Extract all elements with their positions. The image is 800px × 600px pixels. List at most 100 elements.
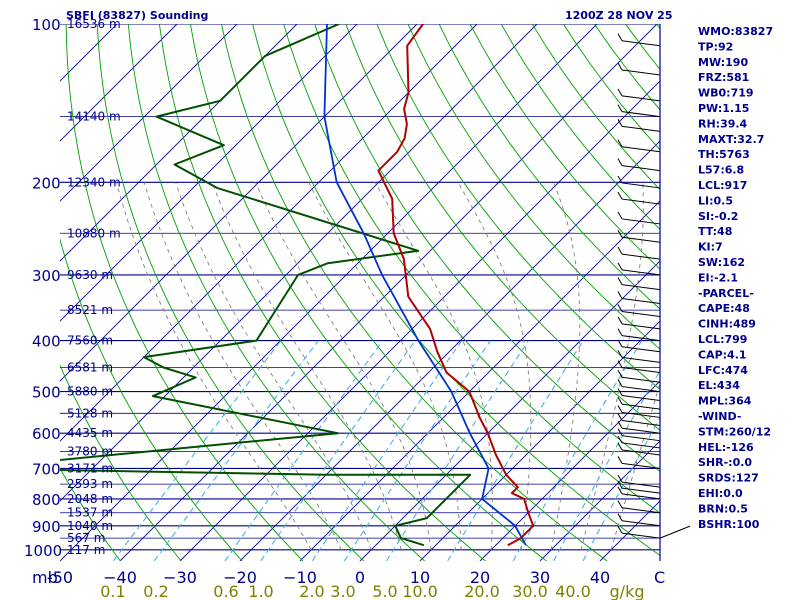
height-label: 567 m (67, 531, 105, 545)
sounding-index: -PARCEL- (698, 287, 754, 300)
pressure-label: 600 (32, 425, 61, 443)
isotherm-line (119, 24, 658, 561)
wind-barb-feather (617, 246, 623, 255)
wind-barb-feather (617, 262, 623, 271)
moist-adiabat (550, 182, 581, 551)
wind-barb (621, 449, 661, 456)
temp-unit-label: C (654, 568, 665, 587)
dry-adiabat (252, 24, 660, 556)
wind-barb-feather (617, 396, 623, 405)
wind-barb-feather (617, 500, 623, 508)
sounding-index: WMO:83827 (698, 25, 773, 38)
height-label: 6581 m (67, 360, 113, 374)
mixing-ratio-label: 30.0 (512, 582, 548, 600)
height-label: 5880 m (67, 385, 113, 399)
mixing-ratio-label: 0.2 (143, 582, 168, 600)
temp-tick-label: 30 (530, 568, 550, 587)
wind-barb-feather (617, 328, 623, 336)
temp-tick-label: −30 (163, 568, 197, 587)
sounding-index: SW:162 (698, 256, 745, 269)
sounding-index: MW:190 (698, 56, 748, 69)
wind-barb-feather (617, 175, 623, 184)
mixing-ratio-line (224, 340, 384, 561)
wind-barb (621, 335, 661, 342)
wind-barb (621, 236, 661, 243)
sounding-index: TT:48 (698, 225, 732, 238)
wind-barb-feather (617, 304, 623, 312)
pressure-unit-label: mb (32, 568, 58, 587)
wind-barb (621, 481, 661, 488)
wind-barb-feather (617, 428, 623, 436)
sounding-index: TH:5763 (698, 148, 750, 161)
wind-barb-feather (617, 119, 623, 127)
dry-adiabat (189, 24, 547, 561)
temp-tick-label: 0 (355, 568, 365, 587)
mixing-ratio-label: 10.0 (402, 582, 438, 600)
dry-adiabat (221, 24, 608, 561)
sounding-index: LCL:799 (698, 333, 747, 346)
wind-barb (621, 419, 661, 426)
wind-barb-feather (617, 191, 623, 200)
dry-adiabat (60, 237, 243, 561)
dry-adiabat (469, 24, 660, 270)
isotherm-line (419, 320, 660, 561)
moist-adiabat (116, 182, 312, 551)
moist-adiabat (255, 182, 432, 550)
mixing-ratio-label: 0.6 (213, 582, 238, 600)
wind-barb-feather (617, 480, 623, 489)
wind-barb-feather (617, 229, 623, 238)
wind-barb (621, 520, 661, 527)
wind-barb-feather (617, 339, 623, 347)
wind-barb-feather (617, 291, 623, 299)
sounding-index: MPL:364 (698, 395, 752, 408)
pressure-label: 700 (32, 460, 61, 478)
temp-tick-label: 10 (410, 568, 430, 587)
dry-adiabat (60, 364, 182, 561)
height-label: 10880 m (67, 226, 121, 240)
wind-barb (621, 146, 661, 153)
wind-barb (621, 182, 661, 189)
wind-barb-feather (617, 158, 623, 166)
sounding-index: CAPE:48 (698, 302, 750, 315)
wind-barb (621, 69, 661, 76)
wind-barb (621, 346, 661, 353)
pressure-label: 300 (32, 267, 61, 285)
mixing-ratio-label: 20.0 (464, 582, 500, 600)
wind-barb (621, 507, 661, 514)
height-label: 7560 m (67, 334, 113, 348)
pressure-label: 1000 (24, 542, 62, 560)
wind-barb (621, 395, 661, 402)
height-label: 1040 m (67, 519, 113, 533)
height-label: 5128 m (67, 406, 113, 420)
sounding-time: 1200Z 28 NOV 25 (565, 9, 672, 22)
temp-tick-label: 40 (590, 568, 610, 587)
sounding-index: LFC:474 (698, 364, 748, 377)
sounding-index: MAXT:32.7 (698, 133, 764, 146)
wind-barb (621, 297, 661, 304)
mixing-ratio-line (343, 340, 491, 561)
wind-barb (621, 435, 661, 442)
moist-adiabat (457, 182, 532, 550)
mixing-ratio-line (512, 340, 643, 561)
wind-barb (621, 253, 661, 260)
moist-adiabat (610, 381, 660, 551)
wind-barb (621, 386, 661, 393)
sounding-index: HEL:-126 (698, 441, 754, 454)
wind-barb (621, 376, 661, 383)
dry-adiabat (65, 24, 304, 561)
height-label: 117 m (67, 543, 105, 557)
mixing-ratio-label: 3.0 (330, 582, 355, 600)
isotherm-line (60, 24, 238, 202)
wind-barb (621, 165, 661, 172)
pressure-label: 800 (32, 491, 61, 509)
sounding-index: LCL:917 (698, 179, 747, 192)
sounding-index: SRDS:127 (698, 472, 759, 485)
temp-tick-label: −40 (103, 568, 137, 587)
wind-barb (659, 525, 691, 539)
temp-tick-label: −20 (223, 568, 257, 587)
wind-barb-feather (617, 62, 623, 71)
sounding-index: EL:434 (698, 379, 740, 392)
wind-barb (621, 462, 661, 469)
height-label: 16536 m (67, 17, 121, 31)
wind-barb (621, 198, 661, 205)
